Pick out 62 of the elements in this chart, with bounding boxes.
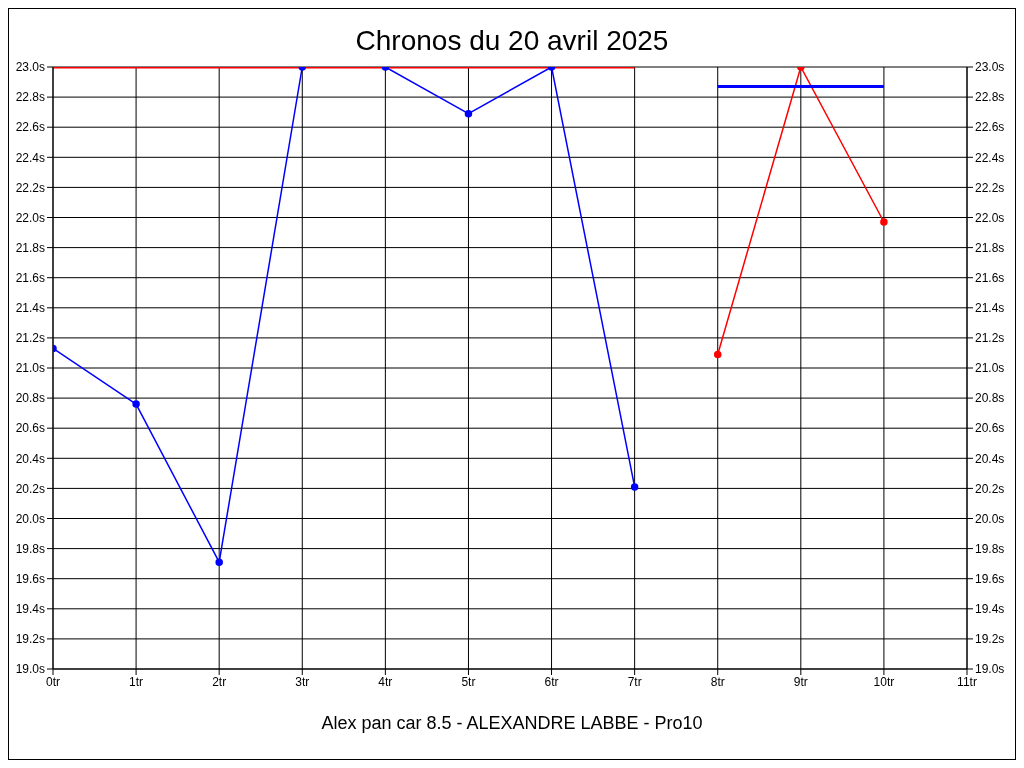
point — [464, 109, 473, 118]
y-tick-label: 19.0s — [15, 662, 45, 677]
point — [132, 400, 140, 408]
y2-tick-label: 21.8s — [975, 240, 1005, 255]
y2-tick-label: 22.4s — [975, 150, 1005, 165]
y-tick-label: 21.8s — [15, 240, 45, 255]
y-tick-label: 22.8s — [15, 90, 45, 105]
x-tick-label: 8tr — [710, 674, 725, 689]
y2-tick-label: 21.4s — [975, 301, 1005, 316]
y-tick-label: 21.0s — [15, 361, 45, 376]
y-tick-label: 22.6s — [15, 120, 45, 135]
y-tick-label: 22.2s — [15, 180, 45, 195]
x-tick-label: 4tr — [378, 674, 393, 689]
y2-tick-label: 20.8s — [975, 391, 1005, 406]
x-tick-label: 5tr — [461, 674, 476, 689]
point — [215, 558, 223, 566]
y2-tick-label: 19.8s — [975, 541, 1005, 556]
y2-tick-label: 19.6s — [975, 571, 1005, 586]
y2-tick-label: 23.0s — [975, 60, 1005, 75]
y-tick-label: 19.4s — [15, 602, 45, 617]
y2-tick-label: 21.6s — [975, 270, 1005, 285]
y-tick-label: 20.8s — [15, 391, 45, 406]
y2-tick-label: 19.4s — [975, 602, 1005, 617]
y-tick-label: 23.0s — [15, 60, 45, 75]
x-tick-label: 3tr — [295, 674, 310, 689]
y2-tick-label: 22.0s — [975, 210, 1005, 225]
point — [713, 350, 722, 359]
y2-tick-label: 20.2s — [975, 481, 1005, 496]
x-tick-label: 10tr — [873, 674, 895, 689]
y-tick-label: 20.4s — [15, 451, 45, 466]
point — [880, 218, 888, 226]
y-tick-label: 21.4s — [15, 301, 45, 316]
y-tick-label: 20.6s — [15, 421, 45, 436]
y2-tick-label: 21.2s — [975, 331, 1005, 346]
x-tick-label: 2tr — [212, 674, 227, 689]
y-tick-label: 21.6s — [15, 270, 45, 285]
x-tick-label: 11tr — [957, 674, 977, 689]
y-tick-label: 22.4s — [15, 150, 45, 165]
y-tick-label: 19.2s — [15, 632, 45, 647]
y2-tick-label: 20.6s — [975, 421, 1005, 436]
y2-tick-label: 21.0s — [975, 361, 1005, 376]
y2-tick-label: 19.0s — [975, 662, 1005, 677]
y-tick-label: 22.0s — [15, 210, 45, 225]
y2-tick-label: 20.0s — [975, 511, 1005, 526]
text: Alex pan car 8.5 - ALEXANDRE LABBE - Pro10 — [320, 713, 704, 734]
y2-tick-label: 22.2s — [975, 180, 1005, 195]
x-tick-label: 7tr — [627, 674, 642, 689]
y-tick-label: 20.2s — [15, 481, 45, 496]
x-tick-label: 1tr — [129, 674, 144, 689]
y2-tick-label: 22.6s — [975, 120, 1005, 135]
point — [630, 483, 639, 491]
y-tick-label: 19.8s — [15, 541, 45, 556]
y-tick-label: 19.6s — [15, 571, 45, 586]
y2-tick-label: 22.8s — [975, 90, 1005, 105]
y-tick-label: 20.0s — [15, 511, 45, 526]
y2-tick-label: 20.4s — [975, 451, 1005, 466]
x-tick-label: 6tr — [544, 674, 559, 689]
x-tick-label: 0tr — [45, 674, 61, 689]
y2-tick-label: 19.2s — [975, 632, 1005, 647]
x-tick-label: 9tr — [793, 674, 808, 689]
chart-title: Chronos du 20 avril 2025 — [354, 25, 670, 58]
y-tick-label: 21.2s — [15, 331, 45, 346]
